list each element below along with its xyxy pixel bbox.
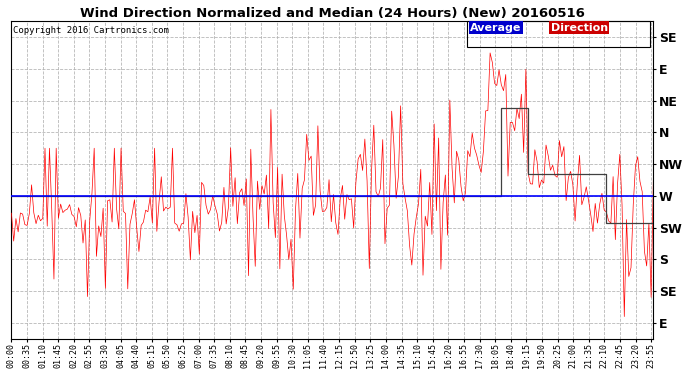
Text: Copyright 2016 Cartronics.com: Copyright 2016 Cartronics.com bbox=[12, 26, 168, 35]
Text: Average: Average bbox=[471, 23, 522, 33]
Text: Direction: Direction bbox=[551, 23, 608, 33]
Title: Wind Direction Normalized and Median (24 Hours) (New) 20160516: Wind Direction Normalized and Median (24… bbox=[80, 7, 585, 20]
